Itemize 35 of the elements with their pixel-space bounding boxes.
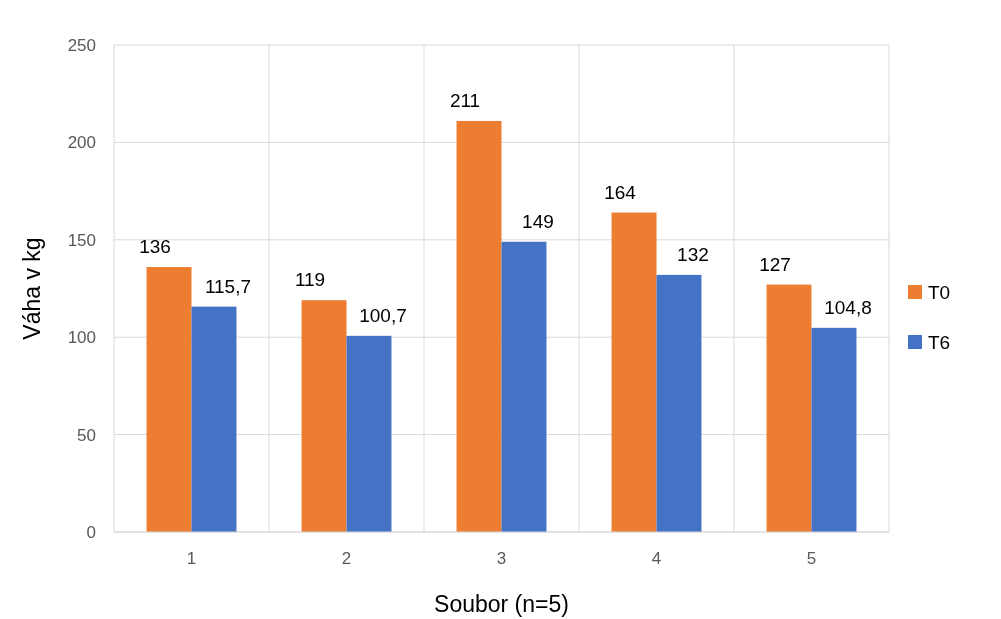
bar (501, 241, 547, 532)
data-label: 127 (759, 253, 791, 275)
data-label: 149 (522, 210, 554, 232)
x-tick-label: 4 (651, 549, 662, 568)
bar (611, 212, 657, 532)
bar (346, 335, 392, 532)
y-tick-label: 100 (67, 328, 96, 348)
bar (766, 284, 812, 532)
data-label: 100,7 (359, 304, 407, 326)
legend-label: T6 (928, 331, 951, 353)
bar (146, 267, 192, 532)
bar (191, 306, 237, 532)
data-label: 132 (677, 243, 709, 265)
legend-label: T0 (928, 281, 951, 303)
data-label: 119 (294, 269, 326, 291)
data-label: 115,7 (204, 275, 252, 297)
y-tick-label: 150 (67, 230, 96, 250)
y-tick-label: 200 (67, 133, 96, 153)
x-tick-label: 1 (186, 549, 197, 568)
data-label: 211 (449, 89, 481, 111)
x-tick-label: 5 (806, 549, 817, 568)
bar (456, 120, 502, 532)
x-tick-label: 3 (496, 549, 507, 568)
y-tick-label: 250 (67, 35, 96, 55)
y-tick-label: 50 (77, 425, 96, 445)
bar (656, 274, 702, 532)
bar (301, 300, 347, 532)
x-axis-title: Soubor (n=5) (434, 591, 569, 617)
data-label: 136 (139, 236, 171, 258)
x-tick-label: 2 (341, 549, 352, 568)
data-label: 104,8 (824, 296, 872, 318)
y-tick-label: 0 (86, 522, 96, 542)
data-label: 164 (604, 181, 637, 203)
y-axis-title: Váha v kg (19, 237, 45, 340)
bar (811, 327, 857, 532)
